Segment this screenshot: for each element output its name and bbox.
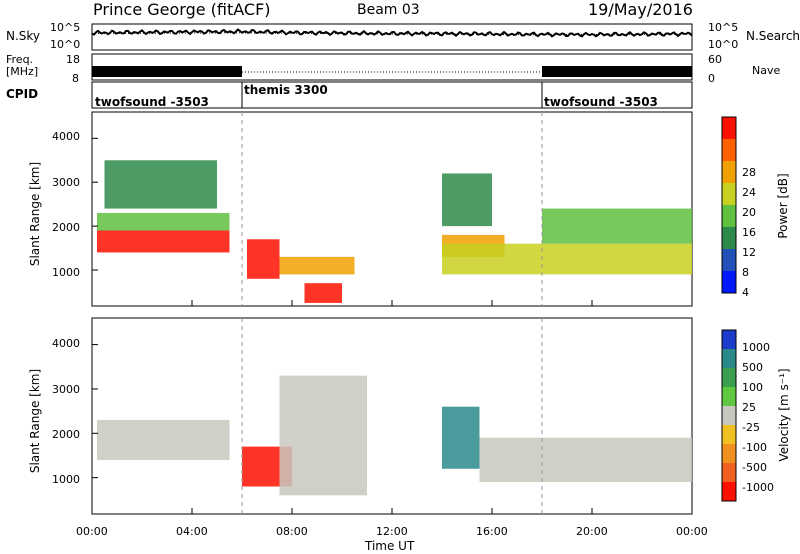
velocity-colorbar-swatch-8 — [722, 482, 736, 501]
velocity-colorbar-swatch-7 — [722, 463, 736, 482]
vel-cbar-label: Velocity [m s⁻¹] — [777, 368, 791, 462]
xtick-3: 12:00 — [376, 525, 408, 538]
freq-block-0 — [92, 66, 242, 77]
power-echo-region-9 — [542, 208, 692, 244]
velocity-colorbar-swatch-6 — [722, 444, 736, 463]
velocity-colorbar-swatch-0 — [722, 330, 736, 349]
cpid-panel-frame — [91, 81, 693, 109]
power-echo-region-5 — [304, 283, 342, 303]
xtick-0: 00:00 — [76, 525, 108, 538]
vel-cbar-tick-1000: 1000 — [742, 341, 770, 354]
noise-right-tick-top: 10^5 — [708, 21, 739, 34]
vel-cbar-tick-neg500: -500 — [742, 461, 767, 474]
power-echo-region-2 — [104, 160, 217, 209]
velocity-y-axis-label: Slant Range [km] — [28, 368, 42, 474]
vel-cbar-tick-25: 25 — [742, 401, 756, 414]
power-cbar-tick-4: 4 — [742, 286, 749, 299]
freq-tick-top: 18 — [66, 53, 80, 66]
cpid-label: CPID — [6, 87, 39, 101]
beam-title: Beam 03 — [357, 2, 420, 18]
freq-unit-label: [MHz] — [6, 65, 39, 78]
velocity-echo-region-4 — [479, 437, 692, 483]
power-cbar-tick-8: 8 — [742, 266, 749, 279]
xtick-5: 20:00 — [576, 525, 608, 538]
power-cbar-tick-20: 20 — [742, 206, 756, 219]
velocity-echo-region-3 — [442, 406, 480, 469]
power-echo-region-7 — [442, 243, 692, 275]
velocity-colorbar-swatch-5 — [722, 425, 736, 444]
vel-cbar-tick-500: 500 — [742, 361, 763, 374]
velocity-echo-region-0 — [97, 419, 230, 460]
nsearch-series-line — [91, 32, 693, 36]
nsky-series-line — [91, 28, 693, 38]
xtick-2: 08:00 — [276, 525, 308, 538]
velocity-ytick-1000: 1000 — [52, 473, 80, 486]
power-y-axis-label: Slant Range [km] — [28, 161, 42, 267]
power-ytick-3000: 3000 — [52, 176, 80, 189]
nsky-label: N.Sky — [6, 29, 41, 43]
power-colorbar-swatch-5 — [722, 161, 736, 183]
velocity-colorbar-frame — [721, 329, 737, 502]
vel-cbar-tick-100: 100 — [742, 381, 763, 394]
power-echo-region-3 — [247, 239, 280, 279]
velocity-panel-frame — [91, 317, 693, 515]
power-colorbar-frame — [721, 116, 737, 294]
x-axis-label: Time UT — [365, 539, 415, 553]
power-colorbar-swatch-6 — [722, 139, 736, 161]
velocity-colorbar-swatch-3 — [722, 387, 736, 406]
vel-cbar-tick-neg25: -25 — [742, 421, 760, 434]
freq-label: Freq. — [6, 53, 34, 66]
vel-cbar-tick-neg100: -100 — [742, 441, 767, 454]
velocity-colorbar-swatch-1 — [722, 349, 736, 368]
power-cbar-label: Power [dB] — [776, 173, 790, 239]
xtick-6: 00:00 — [676, 525, 708, 538]
xtick-4: 16:00 — [476, 525, 508, 538]
power-ytick-1000: 1000 — [52, 266, 80, 279]
station-title: Prince George (fitACF) — [93, 0, 271, 19]
cpid-segment-3: twofsound -3503 — [544, 95, 658, 109]
power-echo-region-0 — [97, 230, 230, 253]
power-echo-region-4 — [279, 256, 355, 275]
velocity-echo-region-2 — [279, 375, 367, 496]
noise-left-tick-bottom: 10^0 — [50, 38, 81, 51]
velocity-colorbar-swatch-4 — [722, 406, 736, 425]
nave-label: Nave — [752, 64, 781, 77]
cpid-segment-2: themis 3300 — [244, 83, 328, 97]
noise-panel-frame — [91, 23, 693, 51]
power-colorbar-swatch-0 — [722, 271, 736, 293]
power-colorbar-swatch-3 — [722, 205, 736, 227]
velocity-ytick-3000: 3000 — [52, 383, 80, 396]
noise-right-tick-bottom: 10^0 — [708, 38, 739, 51]
power-colorbar-swatch-2 — [722, 227, 736, 249]
power-cbar-tick-16: 16 — [742, 226, 756, 239]
velocity-ytick-4000: 4000 — [52, 337, 80, 350]
power-colorbar-swatch-4 — [722, 183, 736, 205]
power-colorbar-swatch-1 — [722, 249, 736, 271]
nave-tick-top: 60 — [708, 53, 722, 66]
noise-left-tick-top: 10^5 — [50, 21, 81, 34]
nave-tick-bottom: 0 — [708, 72, 715, 85]
velocity-ytick-2000: 2000 — [52, 428, 80, 441]
nsearch-label: N.Search — [746, 29, 800, 43]
velocity-colorbar-swatch-2 — [722, 368, 736, 387]
freq-block-2 — [542, 66, 692, 77]
power-echo-region-1 — [97, 212, 230, 231]
power-ytick-2000: 2000 — [52, 221, 80, 234]
power-cbar-tick-12: 12 — [742, 246, 756, 259]
power-cbar-tick-24: 24 — [742, 186, 756, 199]
xtick-1: 04:00 — [176, 525, 208, 538]
power-echo-region-8 — [442, 173, 492, 227]
date-title: 19/May/2016 — [588, 0, 693, 19]
freq-tick-bottom: 8 — [72, 72, 79, 85]
power-colorbar-swatch-7 — [722, 117, 736, 139]
vel-cbar-tick-neg1000: -1000 — [742, 481, 774, 494]
cpid-segment-1: twofsound -3503 — [95, 95, 209, 109]
power-ytick-4000: 4000 — [52, 130, 80, 143]
power-cbar-tick-28: 28 — [742, 166, 756, 179]
